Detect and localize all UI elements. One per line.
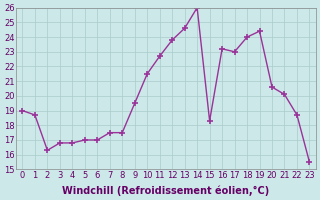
X-axis label: Windchill (Refroidissement éolien,°C): Windchill (Refroidissement éolien,°C)	[62, 185, 269, 196]
